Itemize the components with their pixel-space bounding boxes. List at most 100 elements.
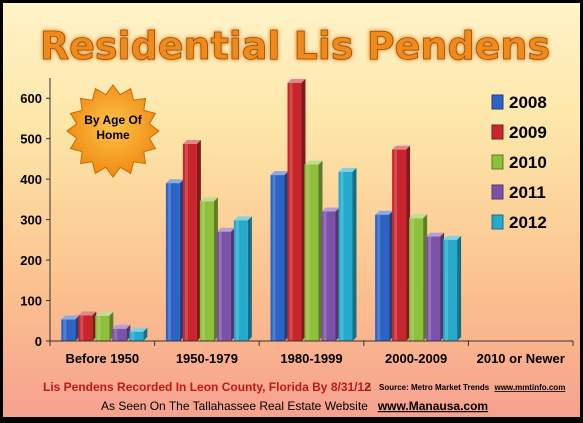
y-tick-label: 400 bbox=[20, 172, 42, 187]
legend-swatch bbox=[491, 184, 504, 200]
bar-top bbox=[182, 139, 201, 144]
legend-label: 2009 bbox=[509, 123, 547, 142]
legend-item: 2012 bbox=[491, 213, 547, 232]
bar-top bbox=[78, 311, 97, 316]
bar bbox=[270, 171, 289, 341]
bar-highlight bbox=[377, 214, 381, 341]
bar-top bbox=[216, 227, 235, 232]
y-tick-label: 0 bbox=[35, 334, 42, 349]
footer-seen-text: As Seen On The Tallahassee Real Estate W… bbox=[101, 399, 368, 413]
bar bbox=[287, 78, 306, 342]
bar-top bbox=[338, 167, 357, 172]
bar bbox=[338, 167, 357, 341]
bar bbox=[233, 216, 252, 341]
bar-highlight bbox=[167, 183, 171, 341]
bar-highlight bbox=[394, 149, 398, 341]
legend-swatch bbox=[491, 124, 504, 140]
bar-highlight bbox=[201, 201, 205, 341]
footer: Lis Pendens Recorded In Leon County, Flo… bbox=[43, 380, 565, 414]
bar-highlight bbox=[63, 319, 67, 341]
bar-highlight bbox=[323, 211, 327, 341]
bar-side bbox=[352, 167, 357, 341]
bar bbox=[182, 139, 201, 341]
bar bbox=[426, 232, 445, 341]
bar-highlight bbox=[445, 239, 449, 341]
bar-top bbox=[270, 171, 289, 176]
bar-highlight bbox=[97, 315, 101, 341]
legend-label: 2008 bbox=[509, 93, 547, 112]
badge-line-2: Home bbox=[96, 128, 130, 142]
chart-title: Residential Lis Pendens bbox=[40, 24, 550, 68]
x-tick-label: 2010 or Newer bbox=[477, 351, 565, 366]
y-axis: 0 100 200 300 400 500 600 bbox=[20, 78, 51, 349]
bar-top bbox=[304, 160, 323, 165]
badge-line-1: By Age Of bbox=[84, 113, 143, 127]
bar-highlight bbox=[80, 315, 84, 341]
bar bbox=[199, 197, 218, 341]
x-tick-label: 1980-1999 bbox=[280, 351, 342, 366]
bar-top bbox=[392, 145, 411, 150]
bars bbox=[61, 78, 462, 342]
footer-source-label: Source: Metro Market Trends bbox=[379, 383, 490, 392]
chart-svg: Residential Lis Pendens 0 100 200 300 400 500… bbox=[20, 24, 574, 414]
bar-top bbox=[409, 214, 428, 219]
bar-top bbox=[199, 197, 218, 202]
bar bbox=[304, 160, 323, 341]
bar-highlight bbox=[411, 218, 415, 341]
bar-top bbox=[95, 311, 114, 316]
bar-highlight bbox=[428, 236, 432, 341]
footer-seen: As Seen On The Tallahassee Real Estate W… bbox=[101, 397, 488, 414]
bar-highlight bbox=[114, 328, 118, 341]
legend-swatch bbox=[491, 94, 504, 110]
badge-starburst bbox=[66, 84, 160, 178]
bar-highlight bbox=[131, 331, 135, 341]
y-tick-label: 100 bbox=[20, 294, 42, 309]
bar-side bbox=[247, 216, 252, 341]
bar bbox=[165, 179, 184, 341]
x-tick-label: 1950-1979 bbox=[176, 351, 238, 366]
badge: By Age Of Home bbox=[66, 84, 160, 178]
bar bbox=[375, 210, 394, 341]
bar bbox=[61, 315, 80, 341]
y-tick-label: 200 bbox=[20, 253, 42, 268]
bar bbox=[95, 311, 114, 341]
footer-source: Source: Metro Market Trends www.mmtinfo.… bbox=[379, 383, 565, 392]
legend-label: 2011 bbox=[509, 183, 546, 202]
bar bbox=[392, 145, 411, 341]
bar-top bbox=[375, 210, 394, 215]
footer-website-link[interactable]: www.Manausa.com bbox=[377, 399, 488, 413]
y-tick-label: 300 bbox=[20, 213, 42, 228]
bar-highlight bbox=[340, 171, 344, 341]
footer-source-url[interactable]: www.mmtinfo.com bbox=[493, 383, 565, 392]
bar bbox=[112, 324, 131, 341]
legend-item: 2009 bbox=[491, 123, 547, 142]
legend: 2008 2009 2010 2011 2012 bbox=[491, 93, 547, 232]
bar-highlight bbox=[289, 82, 293, 342]
bar-side bbox=[457, 235, 462, 341]
x-tick-label: Before 1950 bbox=[65, 351, 139, 366]
bar bbox=[321, 207, 340, 341]
footer-caption: Lis Pendens Recorded In Leon County, Flo… bbox=[43, 380, 371, 394]
y-tick-label: 600 bbox=[20, 91, 42, 106]
legend-swatch bbox=[491, 154, 504, 170]
bar-side bbox=[143, 327, 148, 341]
bar-top bbox=[165, 179, 184, 184]
legend-label: 2012 bbox=[509, 213, 547, 232]
y-tick-label: 500 bbox=[20, 132, 42, 147]
bar-highlight bbox=[306, 164, 310, 341]
bar-highlight bbox=[235, 220, 239, 341]
legend-swatch bbox=[491, 214, 504, 230]
legend-item: 2010 bbox=[491, 153, 547, 172]
legend-item: 2011 bbox=[491, 183, 546, 202]
bar-top bbox=[443, 235, 462, 240]
legend-label: 2010 bbox=[509, 153, 547, 172]
bar-top bbox=[112, 324, 131, 329]
bar-top bbox=[233, 216, 252, 221]
bar-highlight bbox=[184, 143, 188, 341]
x-tick-label: 2000-2009 bbox=[385, 351, 447, 366]
bar-top bbox=[287, 78, 306, 83]
bar-top bbox=[61, 315, 80, 320]
bar-top bbox=[321, 207, 340, 212]
bar bbox=[216, 227, 235, 341]
